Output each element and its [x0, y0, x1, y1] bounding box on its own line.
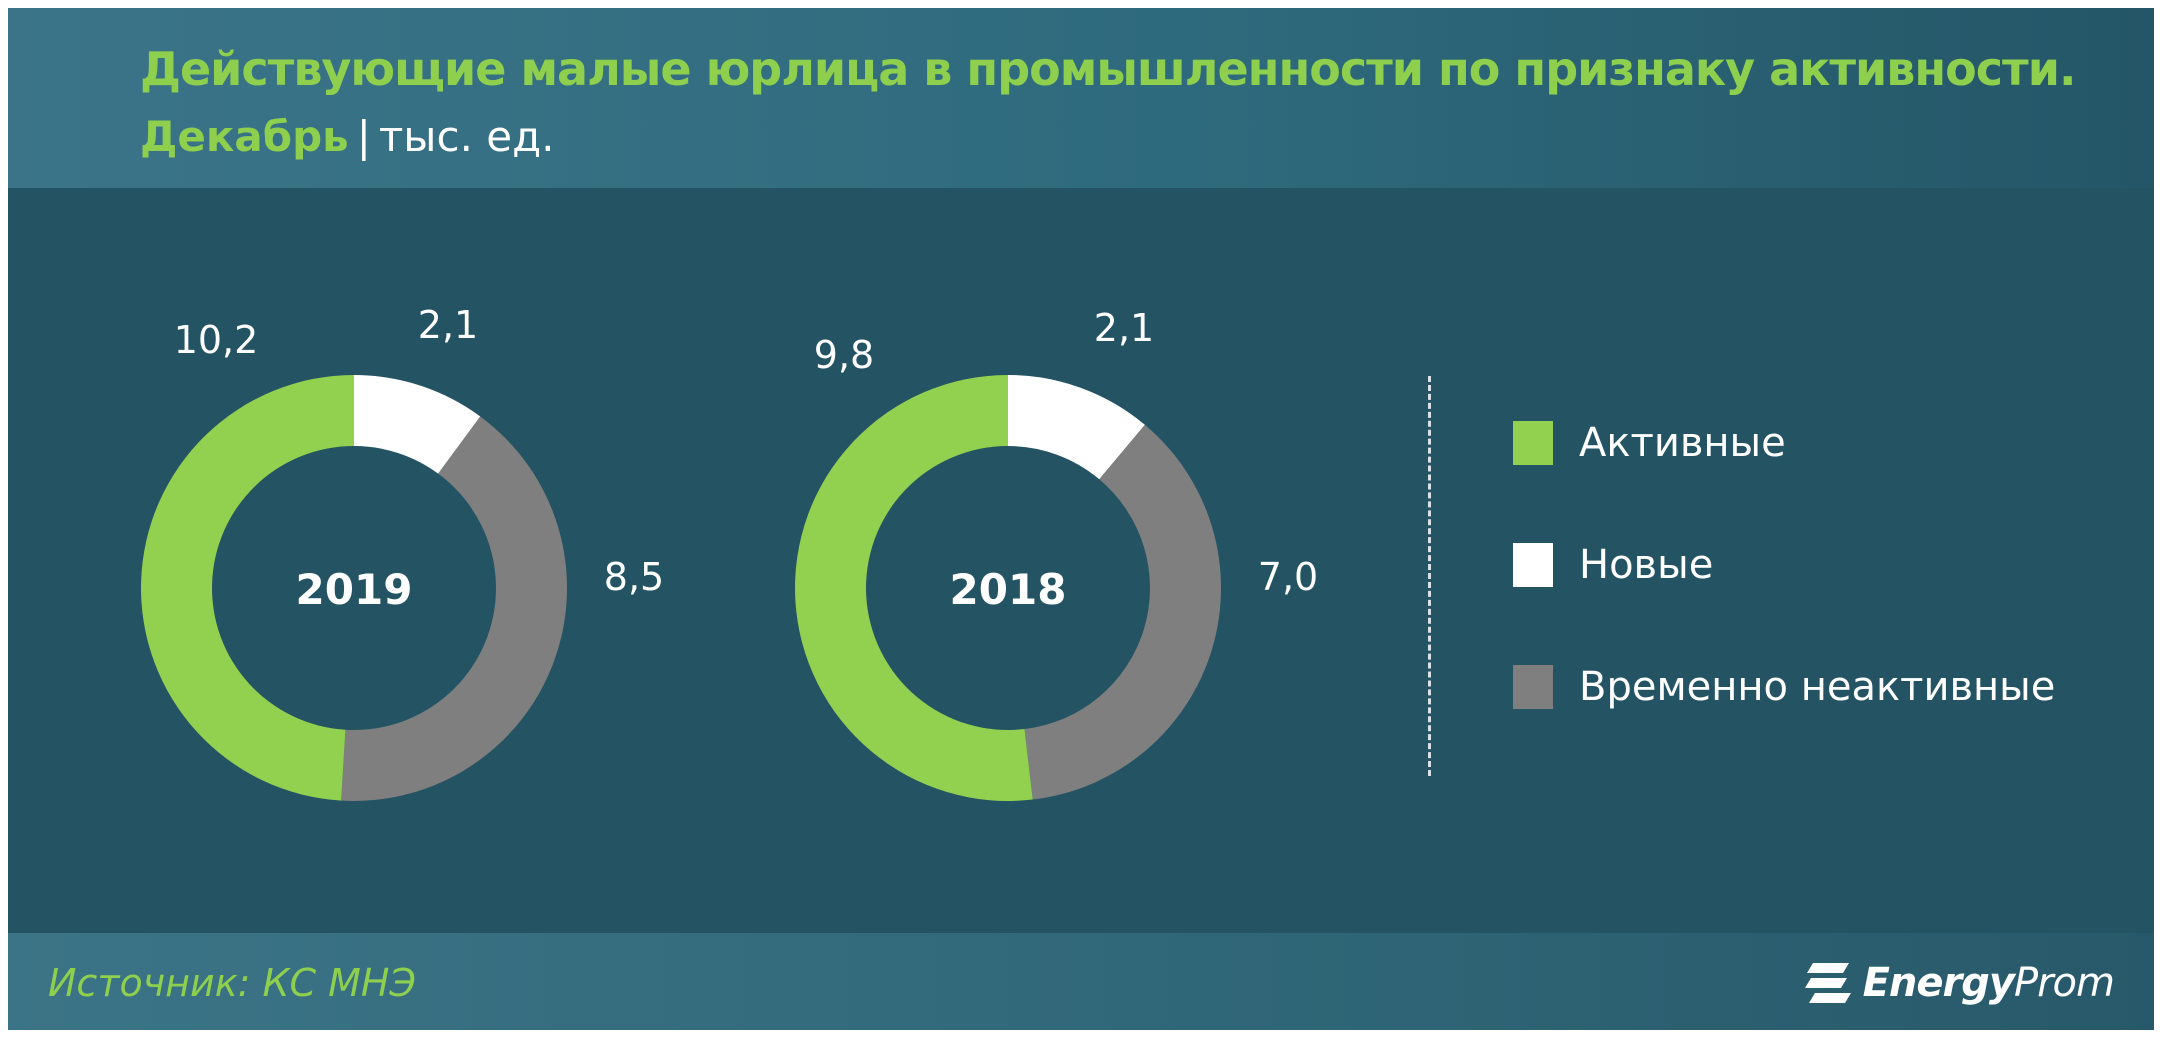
donut-2019-slice-inactive	[341, 416, 567, 801]
donut-2019-slice-active	[140, 375, 354, 801]
legend-label-active: Активные	[1579, 420, 1786, 466]
subtitle-month: Декабрь	[140, 112, 349, 161]
legend-item-inactive: Временно неактивные	[1513, 657, 2055, 717]
donut-2018-slice-active	[794, 375, 1033, 801]
chart-frame: Действующие малые юрлица в промышленност…	[8, 8, 2154, 1030]
donut-2018-value-active: 9,8	[814, 333, 874, 377]
energyprom-logo-icon	[1804, 963, 1851, 1003]
source-note: Источник: КС МНЭ	[48, 961, 417, 1005]
donut-2018-value-inactive: 7,0	[1258, 555, 1318, 599]
donut-2019-center-label: 2019	[296, 565, 413, 614]
donut-2019-value-new: 2,1	[418, 303, 478, 347]
legend-swatch-new	[1513, 543, 1553, 587]
logo-text-bold: Energy	[1862, 960, 2015, 1006]
legend-label-new: Новые	[1579, 542, 1714, 588]
subtitle-unit: тыс. ед.	[378, 112, 555, 161]
donut-2019-slice-new	[354, 375, 481, 474]
chart-subtitle: Декабрь | тыс. ед.	[140, 112, 555, 161]
donut-2019-value-active: 10,2	[174, 318, 259, 362]
donut-2019-value-inactive: 8,5	[604, 555, 664, 599]
donut-2018-value-new: 2,1	[1094, 306, 1154, 350]
chart-header: Действующие малые юрлица в промышленност…	[8, 8, 2154, 188]
logo-text-light: Prom	[2013, 960, 2115, 1006]
donut-2018-slice-inactive	[1024, 424, 1221, 800]
energyprom-logo: EnergyProm	[1803, 955, 2115, 1011]
subtitle-separator: |	[356, 112, 371, 161]
chart-legend: Активные Новые Временно неактивные	[1513, 413, 2055, 779]
legend-item-active: Активные	[1513, 413, 2055, 473]
donut-2018-slice-new	[1008, 375, 1145, 480]
donut-charts: 2019 10,2 2,1 8,5 2018 9,8 2,1 7,0	[140, 303, 1318, 801]
chart-title: Действующие малые юрлица в промышленност…	[140, 42, 2076, 96]
legend-item-new: Новые	[1513, 535, 2055, 595]
logo-text: EnergyProm	[1862, 960, 2115, 1006]
chart-footer: Источник: КС МНЭ EnergyProm	[8, 933, 2154, 1030]
legend-swatch-inactive	[1513, 665, 1553, 709]
legend-label-inactive: Временно неактивные	[1579, 664, 2056, 710]
donut-2018-center-label: 2018	[950, 565, 1067, 614]
legend-divider	[1428, 376, 1431, 776]
legend-swatch-active	[1513, 421, 1553, 465]
